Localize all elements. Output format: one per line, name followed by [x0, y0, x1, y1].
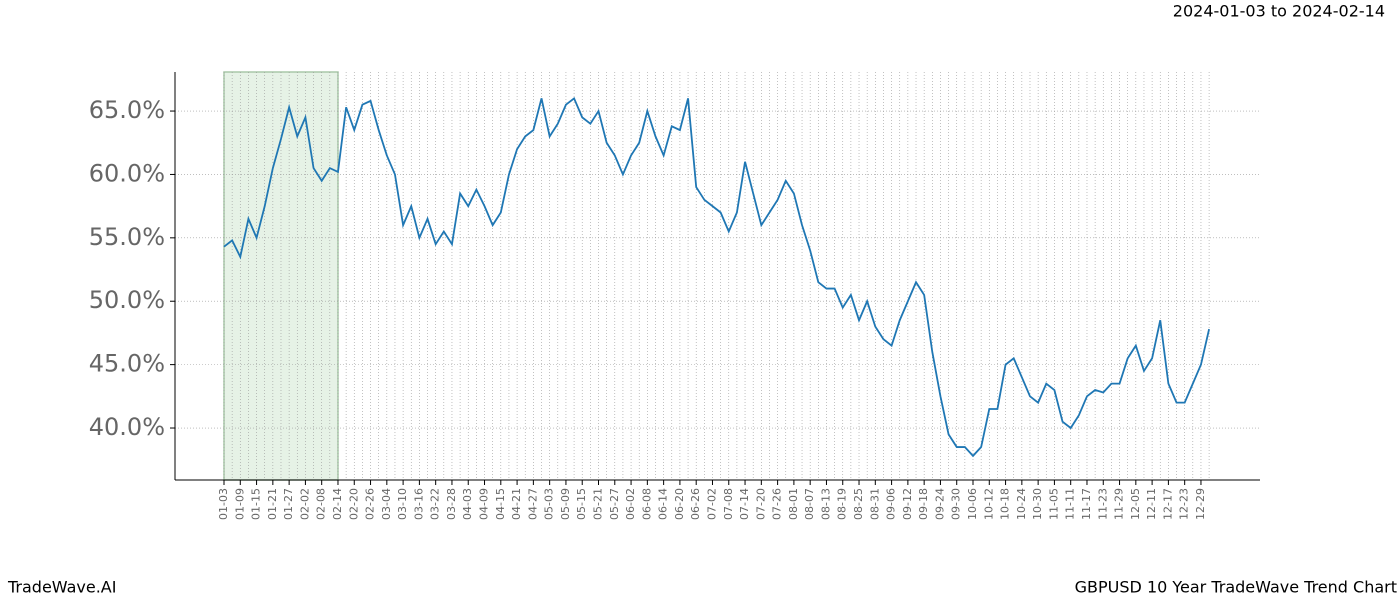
x-tick-label: 03-16: [412, 488, 425, 520]
x-tick-label: 06-14: [657, 488, 670, 520]
x-tick-label: 07-20: [754, 488, 767, 520]
y-tick-label: 60.0%: [89, 159, 165, 187]
x-tick-label: 07-26: [771, 488, 784, 520]
brand: TradeWave.AI: [7, 578, 116, 597]
x-tick-label: 11-17: [1080, 488, 1093, 520]
x-tick-label: 05-27: [608, 488, 621, 520]
x-tick-label: 09-12: [901, 488, 914, 520]
x-tick-label: 06-26: [689, 488, 702, 520]
x-tick-label: 07-14: [738, 488, 751, 520]
x-tick-label: 03-28: [445, 488, 458, 520]
x-tick-label: 02-20: [347, 488, 360, 520]
x-tick-label: 11-05: [1047, 488, 1060, 520]
x-tick-label: 11-23: [1096, 488, 1109, 520]
x-tick-label: 11-11: [1064, 488, 1077, 520]
x-tick-label: 03-22: [429, 488, 442, 520]
x-tick-label: 04-03: [461, 488, 474, 520]
chart-title: GBPUSD 10 Year TradeWave Trend Chart: [1075, 578, 1397, 597]
x-tick-label: 04-09: [478, 488, 491, 520]
line-series: [223, 96, 1210, 458]
x-tick-label: 01-03: [217, 488, 230, 520]
x-tick-label: 08-07: [803, 488, 816, 520]
y-tick-label: 55.0%: [89, 223, 165, 251]
x-tick-label: 12-29: [1194, 488, 1207, 520]
x-tick-label: 03-10: [396, 488, 409, 520]
x-tick-label: 07-08: [722, 488, 735, 520]
x-tick-label: 08-31: [868, 488, 881, 520]
x-tick-label: 06-02: [624, 488, 637, 520]
x-tick-label: 01-15: [250, 488, 263, 520]
x-tick-label: 12-11: [1145, 488, 1158, 520]
x-tick-label: 08-01: [787, 488, 800, 520]
y-tick-label: 65.0%: [89, 96, 165, 124]
x-tick-label: 11-29: [1113, 488, 1126, 520]
x-tick-label: 09-30: [950, 488, 963, 520]
subtitle: 2024-01-03 to 2024-02-14: [1173, 2, 1385, 21]
x-tick-label: 06-08: [640, 488, 653, 520]
x-tick-label: 10-06: [966, 488, 979, 520]
x-tick-label: 05-15: [575, 488, 588, 520]
x-tick-label: 02-26: [364, 488, 377, 520]
x-tick-label: 03-04: [380, 488, 393, 520]
x-tick-label: 02-02: [298, 488, 311, 520]
x-tick-label: 05-09: [559, 488, 572, 520]
x-tick-label: 08-19: [836, 488, 849, 520]
x-tick-label: 02-08: [315, 488, 328, 520]
x-tick-label: 10-18: [999, 488, 1012, 520]
x-tick-label: 08-13: [819, 488, 832, 520]
x-tick-label: 12-17: [1161, 488, 1174, 520]
x-tick-label: 12-05: [1129, 488, 1142, 520]
x-tick-label: 04-15: [494, 488, 507, 520]
x-tick-label: 06-20: [673, 488, 686, 520]
y-tick-label: 40.0%: [89, 413, 165, 441]
x-tick-label: 12-23: [1178, 488, 1191, 520]
x-tick-label: 09-24: [933, 488, 946, 520]
x-tick-label: 09-06: [885, 488, 898, 520]
x-tick-label: 08-25: [852, 488, 865, 520]
x-tick-label: 02-14: [331, 488, 344, 520]
x-tick-label: 01-09: [233, 488, 246, 520]
x-tick-label: 10-30: [1031, 488, 1044, 520]
x-tick-label: 01-27: [282, 488, 295, 520]
x-tick-label: 10-12: [982, 488, 995, 520]
x-tick-label: 09-18: [917, 488, 930, 520]
x-tick-label: 05-03: [543, 488, 556, 520]
x-tick-label: 04-21: [510, 488, 523, 520]
x-tick-label: 10-24: [1015, 488, 1028, 520]
x-tick-label: 04-27: [526, 488, 539, 520]
x-tick-label: 07-02: [705, 488, 718, 520]
x-tick-label: 01-21: [266, 488, 279, 520]
y-tick-label: 50.0%: [89, 286, 165, 314]
x-tick-label: 05-21: [592, 488, 605, 520]
y-tick-label: 45.0%: [89, 350, 165, 378]
